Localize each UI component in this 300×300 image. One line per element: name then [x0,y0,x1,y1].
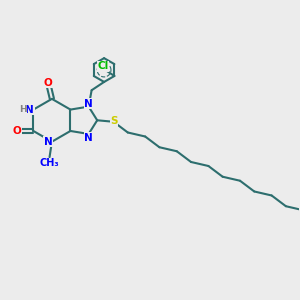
Text: N: N [44,137,53,147]
Text: S: S [110,116,118,126]
Text: Cl: Cl [98,61,109,71]
Text: O: O [44,77,53,88]
Text: N: N [84,133,93,142]
Text: O: O [13,126,21,136]
Text: N: N [26,105,34,115]
Text: N: N [84,99,93,109]
Text: CH₃: CH₃ [40,158,59,168]
Text: H: H [19,105,27,114]
